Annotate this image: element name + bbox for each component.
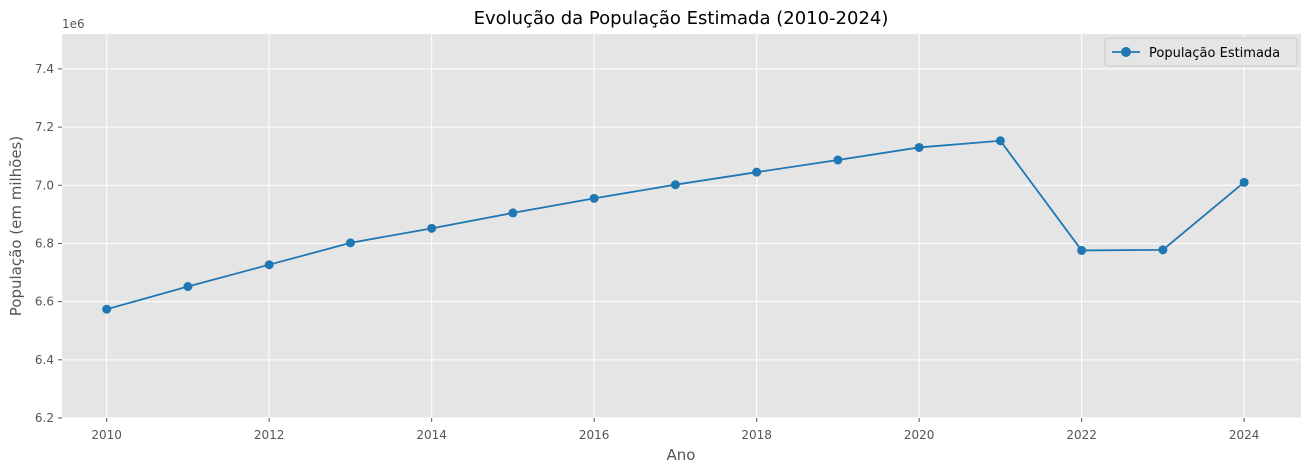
- plot-area: [62, 34, 1301, 418]
- grid-lines: [62, 34, 1301, 419]
- series-layer: [102, 136, 1249, 314]
- y-tick-label: 6.6: [35, 295, 54, 309]
- x-tick-label: 2014: [416, 428, 447, 442]
- data-point: [102, 304, 112, 314]
- chart-title: Evolução da População Estimada (2010-202…: [474, 8, 889, 29]
- y-axis-offset-label: 1e6: [62, 17, 85, 31]
- y-axis-label: População (em milhões): [7, 136, 25, 316]
- data-point: [508, 208, 518, 218]
- legend: População Estimada: [1104, 37, 1298, 67]
- legend-box: [1104, 37, 1298, 67]
- data-point: [264, 260, 274, 270]
- y-tick-label: 6.4: [35, 353, 54, 367]
- x-tick-label: 2022: [1066, 428, 1097, 442]
- y-tick-label: 7.0: [35, 178, 54, 192]
- x-tick-label: 2018: [741, 428, 772, 442]
- x-tick-label: 2016: [579, 428, 610, 442]
- legend-label: População Estimada: [1149, 46, 1280, 61]
- legend-point-marker: [1121, 47, 1131, 57]
- data-point: [427, 223, 437, 233]
- data-point: [752, 167, 762, 177]
- data-point: [670, 180, 680, 190]
- x-tick-label: 2020: [904, 428, 935, 442]
- x-tick-label: 2010: [91, 428, 122, 442]
- x-tick-label: 2024: [1229, 428, 1260, 442]
- data-point: [1158, 245, 1168, 255]
- data-point: [1077, 245, 1087, 255]
- x-axis-label: Ano: [667, 446, 696, 464]
- y-tick-label: 7.4: [35, 62, 54, 76]
- tick-labels: 2010 2012 2014 2016 2018 2020 2022 2024 6.2 6.4 6.…: [35, 62, 1259, 442]
- data-point: [345, 238, 355, 248]
- data-point: [995, 136, 1005, 146]
- data-point: [183, 282, 193, 292]
- data-point: [589, 193, 599, 203]
- data-point: [1239, 177, 1249, 187]
- y-tick-label: 6.2: [35, 411, 54, 425]
- data-point: [833, 155, 843, 165]
- x-tick-label: 2012: [254, 428, 285, 442]
- data-point: [914, 142, 924, 152]
- y-tick-label: 7.2: [35, 120, 54, 134]
- y-tick-label: 6.8: [35, 236, 54, 250]
